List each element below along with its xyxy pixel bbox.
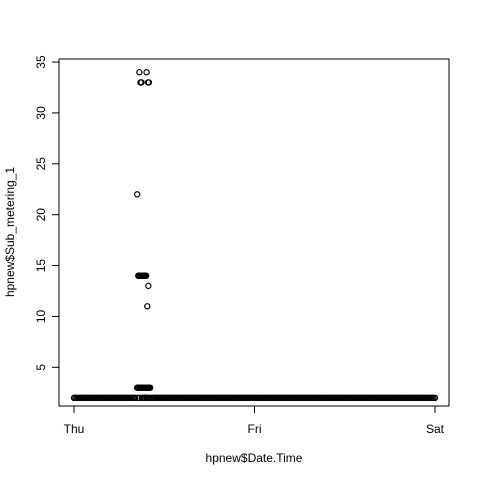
- data-point: [133, 191, 141, 198]
- y-tick-label: 15: [34, 259, 48, 273]
- x-tick-label: Fri: [248, 422, 262, 436]
- data-point: [131, 394, 139, 402]
- x-axis: Thu Fri Sat: [64, 405, 445, 436]
- data-point: [144, 303, 151, 310]
- data-point: [145, 282, 152, 290]
- y-tick-label: 25: [34, 157, 48, 171]
- data-point: [143, 69, 150, 76]
- data-point: [138, 79, 145, 86]
- y-tick-label: 5: [34, 364, 48, 371]
- data-point: [431, 394, 439, 402]
- y-tick-label: 35: [34, 55, 48, 69]
- y-tick-label: 10: [34, 309, 48, 323]
- data-point: [145, 79, 153, 86]
- y-tick-label: 20: [34, 208, 48, 222]
- y-tick-label: 30: [34, 106, 48, 120]
- points-layer: [70, 69, 439, 402]
- data-point: [142, 272, 150, 279]
- data-point: [145, 394, 152, 402]
- x-tick-label: Thu: [64, 422, 85, 436]
- y-axis: 5 10 15 20 25 30 35: [34, 55, 60, 371]
- x-tick-label: Sat: [426, 422, 445, 436]
- data-point: [136, 69, 143, 76]
- data-point: [146, 384, 154, 391]
- x-axis-label: hpnew$Date.Time: [206, 451, 303, 465]
- y-axis-label: hpnew$Sub_metering_1: [3, 167, 17, 297]
